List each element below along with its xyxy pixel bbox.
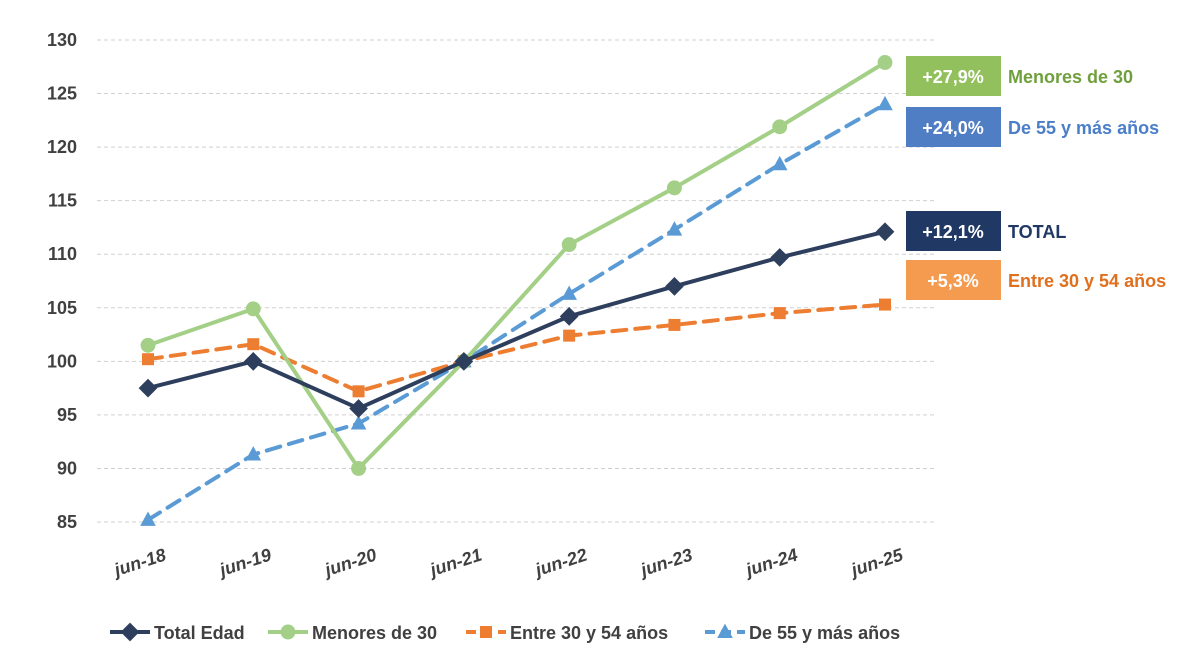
data-point — [480, 626, 492, 638]
end-annotations: +27,9% Menores de 30 +24,0% De 55 y más año… — [906, 56, 1166, 300]
y-tick-label: 125 — [47, 84, 77, 104]
x-tick-label: jun-19 — [215, 545, 274, 581]
legend-label: Total Edad — [154, 623, 245, 643]
legend-item: De 55 y más años — [705, 623, 900, 643]
legend-label: De 55 y más años — [749, 623, 900, 643]
data-point — [280, 624, 296, 640]
x-tick-label: jun-25 — [847, 544, 906, 580]
legend: Total Edad Menores de 30 Entre 30 y 54 año… — [110, 622, 900, 643]
data-point — [879, 298, 891, 311]
data-point — [877, 55, 893, 70]
annotation-badge — [906, 56, 1001, 96]
annotation-badge-text: +24,0% — [922, 118, 984, 138]
annotation-3: +5,3% Entre 30 y 54 años — [906, 260, 1166, 300]
legend-item: Menores de 30 — [268, 623, 437, 643]
series-total-edad — [138, 222, 895, 418]
data-point — [877, 95, 893, 111]
x-tick-label: jun-18 — [110, 545, 169, 581]
annotation-label: De 55 y más años — [1008, 118, 1159, 138]
data-point — [350, 415, 367, 430]
data-point — [351, 461, 367, 476]
annotation-badge-text: +27,9% — [922, 67, 984, 87]
x-tick-label: jun-24 — [742, 545, 801, 581]
series-line — [146, 60, 887, 471]
y-tick-label: 90 — [57, 458, 77, 478]
y-tick-label: 105 — [47, 298, 77, 318]
annotation-0: +27,9% Menores de 30 — [906, 56, 1133, 96]
data-point — [772, 119, 788, 135]
data-point — [245, 446, 262, 461]
data-point — [717, 623, 733, 638]
data-point — [120, 622, 140, 642]
annotation-badge — [906, 260, 1001, 300]
legend-label: Menores de 30 — [312, 623, 437, 643]
x-tick-label: jun-21 — [426, 545, 485, 581]
data-point — [247, 338, 260, 351]
y-tick-label: 130 — [47, 30, 77, 50]
annotation-1: +24,0% De 55 y más años — [906, 107, 1159, 147]
annotation-label: Entre 30 y 54 años — [1008, 271, 1166, 291]
annotation-2: +12,1% TOTAL — [906, 211, 1066, 251]
data-point — [665, 276, 684, 296]
data-point — [142, 353, 154, 366]
legend-item: Total Edad — [110, 622, 245, 643]
y-tick-label: 95 — [57, 405, 77, 425]
annotation-label: Menores de 30 — [1008, 67, 1133, 87]
data-point — [666, 221, 683, 236]
y-tick-label: 100 — [47, 351, 77, 371]
legend-label: Entre 30 y 54 años — [510, 623, 668, 643]
annotation-badge — [906, 211, 1001, 251]
series-line — [146, 302, 887, 394]
annotation-badge — [906, 107, 1001, 147]
data-point — [773, 307, 786, 320]
data-point — [561, 285, 577, 300]
data-point — [352, 385, 365, 398]
data-point — [245, 301, 261, 317]
gridlines — [97, 39, 937, 523]
data-point — [559, 306, 579, 326]
data-point — [140, 337, 156, 353]
annotation-badge-text: +5,3% — [927, 271, 979, 291]
x-tick-label: jun-22 — [531, 545, 590, 581]
data-point — [666, 180, 682, 196]
data-point — [771, 155, 788, 171]
data-point — [668, 318, 681, 331]
data-point — [563, 329, 576, 342]
x-tick-label: jun-20 — [321, 545, 380, 581]
data-point — [243, 351, 263, 371]
series-line — [146, 229, 887, 411]
annotation-badge-text: +12,1% — [922, 222, 984, 242]
x-axis-ticks: jun-18 jun-19 jun-20 jun-21 jun-22 jun-23 jun-… — [110, 544, 906, 580]
data-point — [349, 399, 368, 418]
data-point — [770, 248, 790, 267]
series-lines — [138, 55, 895, 526]
data-point — [561, 237, 577, 253]
y-tick-label: 85 — [57, 512, 77, 532]
data-point — [140, 511, 156, 526]
data-point — [454, 351, 474, 371]
data-point — [138, 378, 158, 398]
data-point — [875, 222, 895, 242]
annotation-label: TOTAL — [1008, 222, 1066, 242]
y-tick-label: 120 — [47, 137, 77, 157]
x-tick-label: jun-23 — [636, 545, 695, 581]
y-tick-label: 110 — [48, 244, 77, 264]
series-line — [146, 102, 887, 522]
y-tick-label: 115 — [48, 191, 77, 211]
legend-item: Entre 30 y 54 años — [466, 623, 668, 643]
y-axis-ticks: 85 90 95 100 105 110 115 120 125 130 — [47, 30, 77, 532]
